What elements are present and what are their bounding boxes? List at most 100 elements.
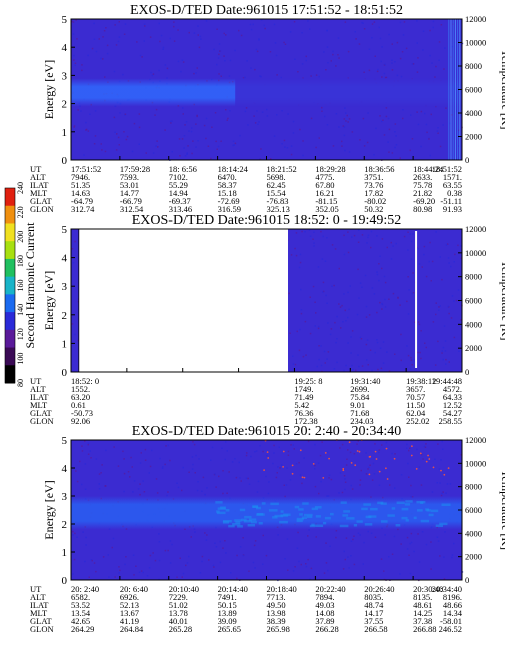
noise-dot <box>89 113 91 115</box>
noise-dot <box>396 41 399 44</box>
flux-dot <box>282 450 285 453</box>
noise-dot <box>315 536 317 538</box>
flux-dot <box>428 458 431 460</box>
band-ripple <box>365 515 372 519</box>
noise-dot <box>387 117 390 120</box>
noise-dot <box>320 345 322 347</box>
noise-dot <box>228 75 231 77</box>
noise-dot <box>399 304 401 306</box>
table-cell: 18:52: 0 <box>71 376 99 386</box>
table-cell: 18:14:24 <box>218 164 249 174</box>
noise-dot <box>445 244 448 246</box>
noise-dot <box>367 364 369 366</box>
band-ripple <box>216 511 226 515</box>
colorbar-segment <box>5 241 15 260</box>
noise-dot <box>132 554 135 556</box>
noise-dot <box>358 365 360 368</box>
noise-dot <box>250 67 252 69</box>
noise-dot <box>417 351 419 354</box>
noise-dot <box>364 274 367 277</box>
noise-dot <box>262 450 264 453</box>
table-cell: 48.74 <box>364 600 384 610</box>
band-ripple <box>234 519 242 522</box>
noise-dot <box>348 118 351 120</box>
y2-tick-label: 10000 <box>465 38 486 48</box>
noise-dot <box>357 354 359 356</box>
noise-dot <box>381 444 383 446</box>
noise-dot <box>184 155 187 157</box>
noise-dot <box>88 576 90 578</box>
panel-title: EXOS-D/TED Date:961015 18:52: 0 - 19:49:… <box>132 213 401 228</box>
noise-dot <box>451 295 454 297</box>
noise-dot <box>343 118 346 120</box>
band-ripple <box>315 524 324 527</box>
noise-dot <box>176 576 178 578</box>
noise-dot <box>373 473 376 475</box>
y2-tick-label: 8000 <box>465 61 482 71</box>
table-cell: 37.38 <box>413 616 432 626</box>
noise-dot <box>164 463 166 466</box>
noise-dot <box>310 567 313 570</box>
noise-dot <box>344 107 346 109</box>
table-cell: 1571. <box>443 172 462 182</box>
noise-dot <box>424 446 427 448</box>
table-cell: -72.69 <box>218 196 240 206</box>
row-label: MLT <box>30 608 48 618</box>
table-cell: 3657. <box>406 384 425 394</box>
noise-dot <box>430 568 432 570</box>
noise-dot <box>410 114 412 116</box>
energy-band <box>71 496 462 530</box>
noise-dot <box>239 546 242 548</box>
band-ripple <box>279 520 288 524</box>
noise-dot <box>345 120 347 122</box>
noise-dot <box>420 110 423 113</box>
noise-dot <box>409 233 411 235</box>
noise-dot <box>349 285 351 287</box>
noise-dot <box>359 479 362 481</box>
table-cell: 14.94 <box>169 188 189 198</box>
noise-dot <box>138 113 141 115</box>
noise-dot <box>105 449 107 452</box>
row-label: UT <box>30 584 42 594</box>
colorbar-segment <box>5 276 15 295</box>
noise-dot <box>352 368 354 371</box>
noise-dot <box>446 483 449 485</box>
noise-dot <box>290 444 292 446</box>
band-ripple <box>314 506 322 509</box>
noise-dot <box>368 48 371 50</box>
noise-dot <box>94 110 97 112</box>
noise-dot <box>361 365 364 367</box>
noise-dot <box>198 458 200 460</box>
y-tick-label: 2 <box>62 519 68 531</box>
noise-dot <box>408 449 410 452</box>
noise-dot <box>314 485 317 488</box>
flux-dot <box>415 468 418 470</box>
noise-dot <box>275 476 278 479</box>
noise-dot <box>449 122 451 125</box>
noise-dot <box>233 144 235 146</box>
noise-dot <box>95 458 98 460</box>
noise-dot <box>391 62 393 64</box>
noise-dot <box>416 448 418 451</box>
flux-dot <box>440 469 442 472</box>
noise-dot <box>277 466 279 468</box>
noise-dot <box>341 491 344 494</box>
table-cell: -50.73 <box>71 408 93 418</box>
noise-dot <box>236 577 238 580</box>
noise-dot <box>249 23 252 26</box>
noise-dot <box>195 123 197 125</box>
flux-dot <box>356 450 359 452</box>
noise-dot <box>296 330 298 333</box>
noise-dot <box>195 146 197 148</box>
noise-dot <box>155 108 158 111</box>
y2-tick-label: 0 <box>465 155 469 165</box>
noise-dot <box>347 121 349 123</box>
noise-dot <box>286 147 289 149</box>
noise-dot <box>360 338 363 340</box>
noise-dot <box>254 540 257 542</box>
band-ripple <box>413 516 417 520</box>
noise-dot <box>204 532 206 534</box>
table-cell: 7894. <box>315 592 334 602</box>
noise-dot <box>374 536 377 538</box>
noise-dot <box>173 21 175 23</box>
